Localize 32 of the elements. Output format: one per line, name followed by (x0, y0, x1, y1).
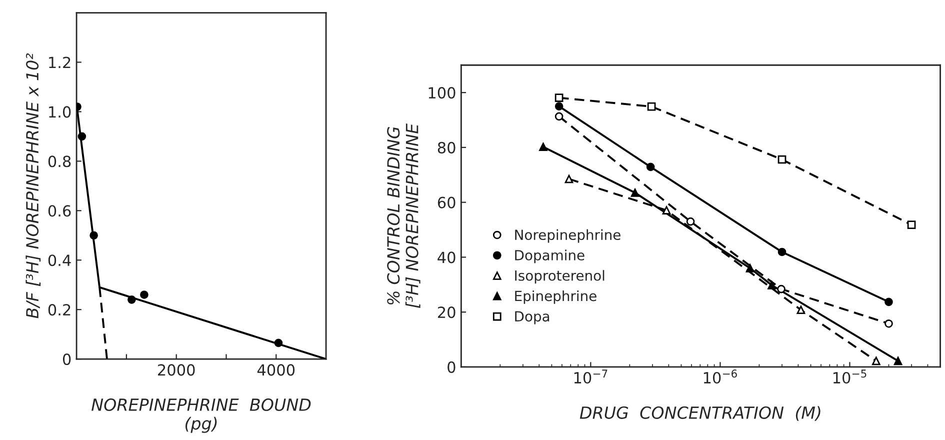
y-tick-label: 0.2 (48, 304, 70, 316)
y-tick-label: 1.0 (49, 106, 71, 118)
y-tick-label: 0.4 (48, 254, 71, 266)
y-tick-label: 40 (438, 252, 456, 264)
y-tick-label: 1.2 (49, 56, 70, 68)
legend-label: Norepinephrine (515, 229, 620, 243)
y-axis-title: % CONTROL BINDING [³H] NOREPINEPHRINE (387, 123, 420, 308)
point (128, 296, 136, 304)
legend-label: Dopamine (515, 250, 584, 264)
x-axis-title: DRUG CONCENTRATION (M) (580, 406, 820, 421)
y-axis-title: B/F [³H] NOREPINEPHRINE x 10² (26, 53, 41, 318)
legend-label: Isoproterenol (515, 270, 604, 284)
y-tick-label: 100 (428, 87, 456, 99)
x-tick-label: 10$^{−5}$ (833, 370, 866, 384)
point (140, 290, 148, 299)
y-tick-label: 0.8 (48, 156, 71, 168)
y-tick-label: 20 (438, 306, 456, 318)
point (274, 338, 283, 348)
x-tick-label: 4000 (257, 364, 295, 376)
legend-label: Epinephrine (515, 290, 596, 304)
y-tick-label: 0 (62, 354, 71, 366)
x-tick-label: 10$^{−6}$ (704, 370, 737, 384)
y-tick-label: 80 (438, 142, 456, 154)
x-tick-label: 2000 (158, 364, 195, 376)
x-axis-title: NOREPINEPHRINE BOUND (pg) (92, 398, 311, 433)
y-tick-label: 0 (448, 361, 456, 373)
point (90, 231, 98, 240)
legend-label: Dopa (515, 311, 550, 324)
y-tick-label: 0.6 (48, 205, 71, 217)
x-tick-label: 10$^{−7}$ (574, 370, 608, 384)
y-tick-label: 60 (438, 196, 456, 208)
point (78, 132, 86, 141)
